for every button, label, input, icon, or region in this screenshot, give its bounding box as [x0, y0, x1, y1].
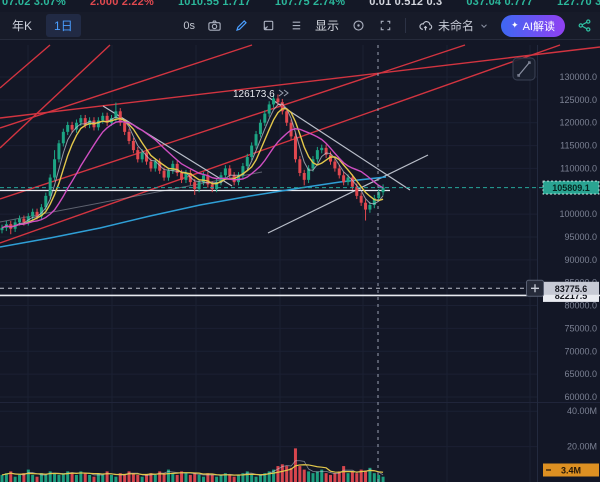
current-price-label: 105809.1: [542, 180, 600, 195]
price-tick: 65000.0: [564, 369, 597, 379]
share-icon[interactable]: [577, 18, 592, 33]
trend-line-red[interactable]: [0, 44, 111, 149]
price-axis: 130000.0 125000.0 120000.0 115000.0 110000.0…: [542, 72, 600, 477]
ai-analysis-button[interactable]: ✦ AI解读: [501, 14, 565, 37]
trend-line-red[interactable]: [0, 46, 600, 119]
candles-layer: [0, 94, 385, 235]
price-tick: 125000.0: [559, 95, 597, 105]
chart-canvas[interactable]: 130000.0 125000.0 120000.0 115000.0 110000.0…: [0, 40, 600, 482]
price-tick: 100000.0: [559, 209, 597, 219]
high-price-annotation: 126173.6: [233, 89, 289, 100]
cloud-upload-icon: [419, 21, 433, 31]
ticker-item: 127.70 3.38%: [557, 0, 600, 8]
ticker-item: 07.02 3.07%: [2, 0, 66, 8]
period-selector[interactable]: 年K: [12, 19, 33, 33]
trend-line-red[interactable]: [0, 44, 253, 129]
chart-area: 130000.0 125000.0 120000.0 115000.0 110000.0…: [0, 40, 600, 482]
price-tick: 75000.0: [564, 323, 597, 333]
volume-layer: [0, 448, 385, 482]
toolbar-divider: [405, 18, 407, 33]
display-menu[interactable]: 显示: [315, 19, 340, 33]
ticker-item: 0.01 0.512 0.3: [369, 0, 443, 8]
replay-window-icon[interactable]: [261, 18, 276, 33]
ticker-item: 037.04 0.777: [466, 0, 533, 8]
fullscreen-icon[interactable]: [378, 18, 393, 33]
ma-cyan-layer: [0, 176, 387, 248]
ticker-row: 07.02 3.07% 2.000 2.22% 1010.55 1.717 107.7…: [0, 0, 600, 12]
trend-line-gray[interactable]: [102, 105, 233, 187]
layout-selector[interactable]: 未命名: [418, 17, 489, 34]
price-tick: 90000.0: [564, 255, 597, 265]
target-settings-icon[interactable]: [351, 18, 366, 33]
ma-long-cyan: [0, 176, 387, 248]
svg-text:82217.5: 82217.5: [555, 291, 588, 301]
ai-analysis-label: AI解读: [522, 20, 555, 33]
draw-pencil-icon[interactable]: [234, 18, 249, 33]
price-tick: 80000.0: [564, 301, 597, 311]
trend-line-red[interactable]: [0, 44, 561, 244]
grid-layer: [0, 45, 600, 482]
add-alert-plus-button[interactable]: [526, 279, 544, 297]
camera-icon[interactable]: [207, 18, 222, 33]
trend-line-gray[interactable]: [267, 154, 429, 234]
crosshair-layer: [0, 45, 543, 482]
price-tick: 115000.0: [560, 141, 597, 151]
svg-text:83775.6: 83775.6: [555, 284, 588, 294]
layout-name: 未命名: [438, 19, 475, 33]
bar-countdown: 0s: [183, 19, 196, 32]
current-volume-label: 3.4M: [543, 463, 599, 477]
ticker-item: 2.000 2.22%: [89, 0, 154, 8]
ticker-item: 1010.55 1.717: [177, 0, 251, 8]
chart-toolbar: 年K 1日 0s: [0, 12, 600, 40]
annotation-marker-icon: [278, 89, 289, 97]
price-tick: 60000.0: [564, 392, 597, 402]
volume-tick: 20.00M: [567, 442, 597, 452]
svg-text:3.4M: 3.4M: [561, 466, 581, 476]
svg-text:126173.6: 126173.6: [233, 89, 275, 100]
price-tick: 110000.0: [560, 163, 597, 173]
ma-layer: [1, 103, 384, 476]
trend-line-red[interactable]: [0, 44, 51, 89]
svg-text:105809.1: 105809.1: [552, 183, 590, 193]
interval-tab-1d[interactable]: 1日: [46, 14, 81, 37]
chevron-down-icon: [481, 23, 487, 28]
price-tick: 95000.0: [564, 232, 597, 242]
trend-line-red[interactable]: [0, 44, 466, 200]
price-tick: 120000.0: [559, 118, 597, 128]
crosshair-price-label: 83775.6: [543, 281, 599, 295]
ticker-item: 107.75 2.74%: [274, 0, 346, 8]
restore-view-button[interactable]: [512, 57, 536, 81]
price-tick: 70000.0: [564, 346, 597, 356]
sparkle-icon: ✦: [511, 20, 519, 30]
volume-tick: 40.00M: [567, 406, 597, 416]
indicator-list-icon[interactable]: [288, 18, 303, 33]
price-tick: 130000.0: [559, 72, 597, 82]
